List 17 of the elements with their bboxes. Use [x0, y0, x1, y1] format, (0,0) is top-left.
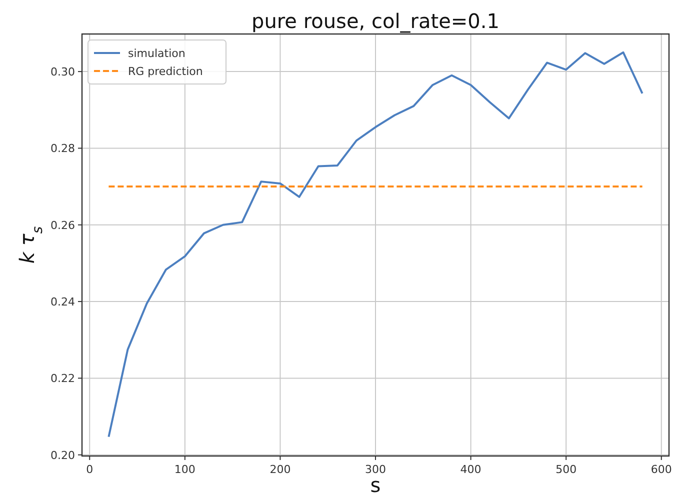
y-tick-label: 0.22	[50, 372, 75, 386]
y-tick-label: 0.30	[50, 66, 75, 79]
x-tick-label: 500	[556, 463, 577, 476]
x-tick-label: 300	[365, 463, 386, 476]
y-tick-label: 0.20	[50, 448, 75, 462]
y-tick-label: 0.26	[50, 218, 75, 232]
x-tick-label: 200	[270, 463, 291, 476]
legend-label: RG prediction	[128, 65, 203, 78]
x-tick-label: 0	[86, 463, 94, 476]
x-tick-label: 100	[174, 463, 196, 476]
y-tick-label: 0.24	[50, 296, 75, 309]
legend-label: simulation	[128, 47, 186, 60]
chart-title: pure rouse, col_rate=0.1	[252, 9, 500, 33]
x-axis-title: s	[370, 473, 381, 497]
x-tick-label: 600	[650, 463, 672, 476]
y-tick-label: 0.28	[50, 142, 75, 156]
x-tick-label: 400	[460, 463, 482, 476]
